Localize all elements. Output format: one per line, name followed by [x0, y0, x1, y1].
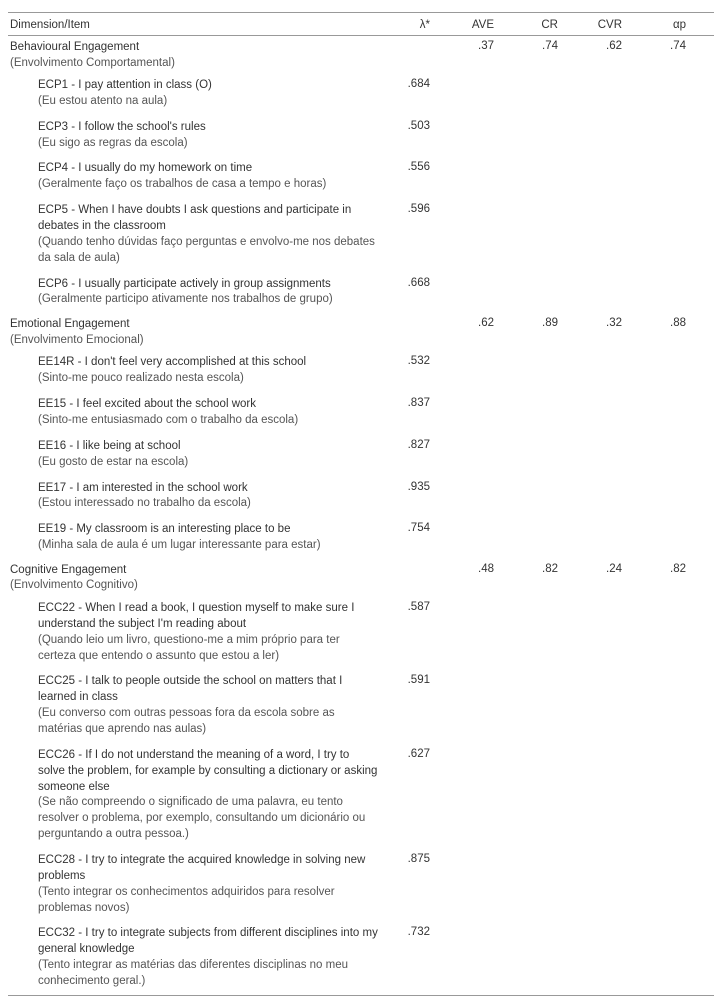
header-lambda: λ*	[378, 19, 438, 31]
item-lambda: .596	[378, 203, 438, 215]
item-text: EE16 - I like being at school(Eu gosto d…	[8, 439, 378, 471]
item-row: ECP4 - I usually do my homework on time(…	[8, 156, 714, 198]
item-text: ECP1 - I pay attention in class (O)(Eu e…	[8, 78, 378, 110]
item-lambda: .587	[378, 601, 438, 613]
dimension-cvr: .62	[566, 40, 630, 52]
dimension-row: Cognitive Engagement(Envolvimento Cognit…	[8, 559, 714, 596]
dimension-row: Behavioural Engagement(Envolvimento Comp…	[8, 36, 714, 73]
item-row: EE16 - I like being at school(Eu gosto d…	[8, 434, 714, 476]
item-text: EE17 - I am interested in the school wor…	[8, 481, 378, 513]
dimension-ave: .37	[438, 40, 502, 52]
item-row: ECC26 - If I do not understand the meani…	[8, 743, 714, 848]
item-text: ECC25 - I talk to people outside the sch…	[8, 674, 378, 737]
dimension-ave: .48	[438, 563, 502, 575]
item-lambda: .591	[378, 674, 438, 686]
item-text: ECC28 - I try to integrate the acquired …	[8, 853, 378, 916]
item-lambda: .875	[378, 853, 438, 865]
item-text: EE19 - My classroom is an interesting pl…	[8, 522, 378, 554]
item-row: EE15 - I feel excited about the school w…	[8, 392, 714, 434]
item-row: EE14R - I don't feel very accomplished a…	[8, 350, 714, 392]
header-ave: AVE	[438, 19, 502, 31]
table-body: Behavioural Engagement(Envolvimento Comp…	[8, 36, 714, 995]
dimension-alpha: .82	[630, 563, 694, 575]
item-row: ECC32 - I try to integrate subjects from…	[8, 921, 714, 994]
header-dimension: Dimension/Item	[8, 19, 378, 31]
dimension-title: Emotional Engagement(Envolvimento Emocio…	[8, 317, 378, 348]
item-lambda: .935	[378, 481, 438, 493]
item-text: ECC22 - When I read a book, I question m…	[8, 601, 378, 664]
item-lambda: .556	[378, 161, 438, 173]
dimension-cr: .74	[502, 40, 566, 52]
dimension-cvr: .24	[566, 563, 630, 575]
header-cr: CR	[502, 19, 566, 31]
item-row: EE17 - I am interested in the school wor…	[8, 476, 714, 518]
item-lambda: .532	[378, 355, 438, 367]
item-row: ECP6 - I usually participate actively in…	[8, 272, 714, 314]
item-lambda: .668	[378, 277, 438, 289]
header-alpha: αp	[630, 19, 694, 31]
item-lambda: .627	[378, 748, 438, 760]
item-text: ECP4 - I usually do my homework on time(…	[8, 161, 378, 193]
item-text: ECP6 - I usually participate actively in…	[8, 277, 378, 309]
item-text: ECC32 - I try to integrate subjects from…	[8, 926, 378, 989]
dimension-cr: .82	[502, 563, 566, 575]
item-lambda: .732	[378, 926, 438, 938]
dimension-cvr: .32	[566, 317, 630, 329]
item-row: ECC28 - I try to integrate the acquired …	[8, 848, 714, 921]
item-row: ECC22 - When I read a book, I question m…	[8, 596, 714, 669]
dimension-title: Behavioural Engagement(Envolvimento Comp…	[8, 40, 378, 71]
dimension-cr: .89	[502, 317, 566, 329]
item-lambda: .684	[378, 78, 438, 90]
header-cvr: CVR	[566, 19, 630, 31]
dimension-row: Emotional Engagement(Envolvimento Emocio…	[8, 313, 714, 350]
dimension-alpha: .74	[630, 40, 694, 52]
item-lambda: .827	[378, 439, 438, 451]
item-row: ECP5 - When I have doubts I ask question…	[8, 198, 714, 271]
item-row: ECP3 - I follow the school's rules(Eu si…	[8, 115, 714, 157]
item-lambda: .837	[378, 397, 438, 409]
factor-loadings-table: Dimension/Item λ* AVE CR CVR αp Behaviou…	[8, 12, 714, 996]
item-text: ECC26 - If I do not understand the meani…	[8, 748, 378, 843]
dimension-alpha: .88	[630, 317, 694, 329]
item-row: ECP1 - I pay attention in class (O)(Eu e…	[8, 73, 714, 115]
dimension-title: Cognitive Engagement(Envolvimento Cognit…	[8, 563, 378, 594]
item-lambda: .503	[378, 120, 438, 132]
table-header-row: Dimension/Item λ* AVE CR CVR αp	[8, 13, 714, 36]
item-text: EE15 - I feel excited about the school w…	[8, 397, 378, 429]
item-row: EE19 - My classroom is an interesting pl…	[8, 517, 714, 559]
item-text: ECP3 - I follow the school's rules(Eu si…	[8, 120, 378, 152]
item-text: ECP5 - When I have doubts I ask question…	[8, 203, 378, 266]
item-lambda: .754	[378, 522, 438, 534]
item-row: ECC25 - I talk to people outside the sch…	[8, 669, 714, 742]
item-text: EE14R - I don't feel very accomplished a…	[8, 355, 378, 387]
dimension-ave: .62	[438, 317, 502, 329]
